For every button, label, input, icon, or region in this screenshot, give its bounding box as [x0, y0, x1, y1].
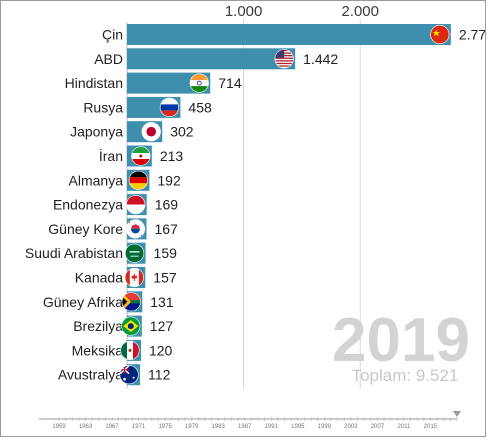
- value-label: 131: [150, 294, 174, 310]
- bar-row: Brezilya 127: [73, 315, 174, 337]
- bar-row: Japonya 302: [70, 121, 194, 143]
- timeline-label: 2003: [344, 424, 358, 430]
- bar-row: İran 213: [99, 145, 184, 167]
- timeline-label: 1975: [158, 424, 172, 430]
- value-label: 213: [160, 148, 184, 164]
- category-label: Brezilya: [73, 318, 123, 334]
- timeline-label: 1987: [238, 424, 252, 430]
- category-label: Japonya: [70, 124, 123, 140]
- china-flag: [430, 24, 450, 45]
- value-label: 302: [170, 124, 194, 140]
- value-label: 167: [154, 221, 178, 237]
- bar: [127, 24, 451, 45]
- bar-row: Güney Kore 167: [48, 218, 178, 240]
- x-tick-label: 1.000: [225, 3, 263, 20]
- value-label: 458: [188, 99, 212, 115]
- bar-row: Meksika 120: [72, 339, 173, 361]
- bar: [127, 72, 211, 94]
- category-label: Hindistan: [65, 75, 123, 91]
- value-label: 192: [157, 172, 181, 188]
- brazil-flag: [121, 316, 141, 336]
- timeline-label: 1971: [132, 424, 146, 430]
- mexico-flag: [120, 340, 140, 360]
- total-display: Toplam: 9.521: [352, 366, 459, 385]
- category-label: İran: [99, 147, 123, 164]
- south-korea-flag: [125, 219, 146, 239]
- russia-flag: [159, 97, 180, 117]
- category-label: Suudi Arabistan: [25, 245, 123, 261]
- bar-row: Suudi Arabistan 159: [25, 242, 178, 264]
- timeline-handle[interactable]: [453, 411, 461, 417]
- timeline-label: 1967: [105, 424, 119, 430]
- canada-flag: [124, 267, 144, 288]
- bar: [127, 48, 296, 70]
- germany-flag: [128, 170, 148, 190]
- value-label: 714: [218, 75, 242, 91]
- value-label: 169: [155, 197, 179, 213]
- timeline-label: 1999: [318, 424, 332, 430]
- indonesia-flag: [126, 195, 146, 215]
- india-flag: [189, 73, 209, 93]
- timeline-label: 1995: [291, 424, 305, 430]
- bar-chart: 1.000 2.000 2019 Toplam: 9.521 Çin 2.777 AB…: [25, 3, 486, 430]
- category-label: Avustralya: [58, 367, 123, 383]
- year-timeline[interactable]: 1959 1963 1967 1971 1975 1979 1983 1987 1991 1995…: [39, 411, 461, 430]
- bar-row: Kanada 157: [75, 267, 177, 288]
- category-label: Meksika: [72, 342, 124, 358]
- iran-flag: [131, 146, 151, 166]
- category-label: Güney Afrika: [43, 294, 123, 310]
- south-africa-flag: [121, 292, 141, 312]
- timeline-label: 1979: [185, 424, 199, 430]
- bar-row: Çin 2.777: [102, 24, 486, 45]
- usa-flag: [274, 49, 294, 69]
- x-tick-label: 2.000: [341, 3, 379, 20]
- timeline-label: 2011: [397, 424, 411, 430]
- bar-row: Güney Afrika 131: [43, 291, 174, 313]
- value-label: 120: [149, 342, 173, 358]
- timeline-label: 1983: [212, 424, 226, 430]
- category-label: Çin: [102, 27, 123, 43]
- value-label: 159: [154, 245, 178, 261]
- value-label: 1.442: [303, 51, 338, 67]
- timeline-label: 1963: [79, 424, 93, 430]
- timeline-label: 1991: [265, 424, 279, 430]
- category-label: ABD: [94, 51, 123, 67]
- timeline-label: 1959: [52, 424, 66, 430]
- value-label: 2.777: [459, 27, 486, 43]
- timeline-label: 2007: [371, 424, 385, 430]
- bar-row: ABD 1.442: [94, 48, 338, 70]
- bar-row: Avustralya 112: [58, 364, 171, 386]
- value-label: 127: [150, 318, 174, 334]
- bar-row: Rusya 458: [83, 96, 212, 118]
- category-label: Kanada: [75, 270, 123, 286]
- australia-flag: [119, 365, 139, 385]
- value-label: 112: [148, 367, 171, 383]
- category-label: Endonezya: [53, 197, 123, 213]
- category-label: Almanya: [69, 172, 124, 188]
- value-label: 157: [153, 270, 177, 286]
- japan-flag: [141, 122, 161, 142]
- bar-row: Endonezya 169: [53, 194, 179, 216]
- category-label: Rusya: [83, 99, 123, 115]
- category-label: Güney Kore: [48, 221, 123, 237]
- timeline-label: 2015: [424, 424, 438, 430]
- saudi-arabia-flag: [124, 243, 145, 263]
- year-display: 2019: [332, 306, 470, 375]
- bar-row: Hindistan 714: [65, 72, 242, 94]
- chart-frame: 1.000 2.000 2019 Toplam: 9.521 Çin 2.777 AB…: [0, 0, 486, 437]
- bar-row: Almanya 192: [69, 169, 181, 191]
